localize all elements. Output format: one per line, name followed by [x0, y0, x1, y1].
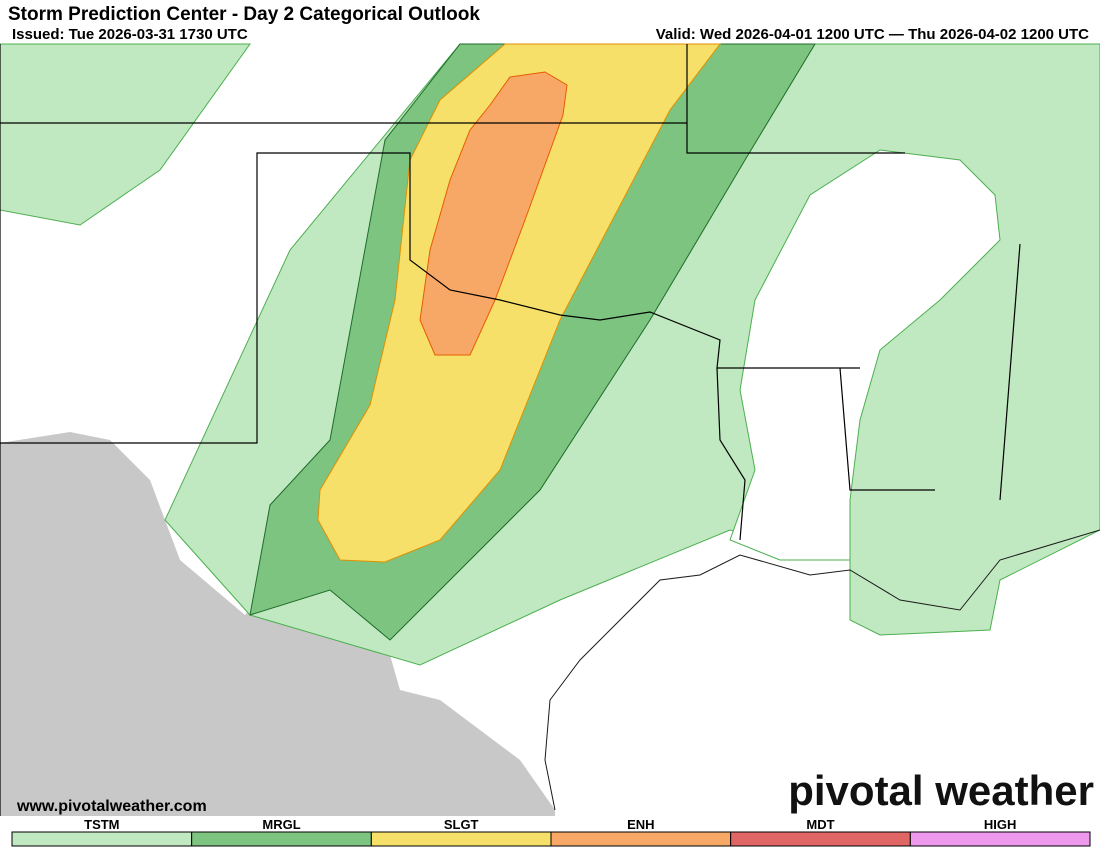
legend-label: SLGT: [444, 817, 479, 832]
legend-swatch: [370, 831, 552, 847]
no-risk-area: [729, 149, 1001, 561]
legend-label: ENH: [627, 817, 654, 832]
issued: Issued: Tue 2026-03-31 1730 UTC: [12, 26, 248, 43]
enh-area: [419, 71, 568, 356]
website: www.pivotalweather.com: [16, 798, 207, 815]
state-borders: [0, 44, 1021, 816]
legend-swatch: [550, 831, 732, 847]
legend-swatch: [909, 831, 1091, 847]
legend-swatch: [191, 831, 372, 847]
legend-swatch: [730, 831, 911, 847]
legend-label: TSTM: [84, 817, 119, 832]
legend-label: MDT: [806, 817, 834, 832]
tstm-area: [0, 43, 251, 226]
valid: Valid: Wed 2026-04-01 1200 UTC — Thu 202…: [656, 26, 1089, 43]
mexico: [0, 432, 555, 816]
brand: pivotal weather: [788, 767, 1094, 814]
coastline: [544, 529, 1100, 811]
slgt-area: [317, 43, 722, 563]
legend-label: HIGH: [984, 817, 1017, 832]
title: Storm Prediction Center - Day 2 Categori…: [8, 4, 480, 25]
legend-label: MRGL: [262, 817, 300, 832]
legend-swatch: [11, 831, 193, 847]
legend: TSTM MRGL SLGT ENH MDT HIGH: [11, 817, 1091, 847]
